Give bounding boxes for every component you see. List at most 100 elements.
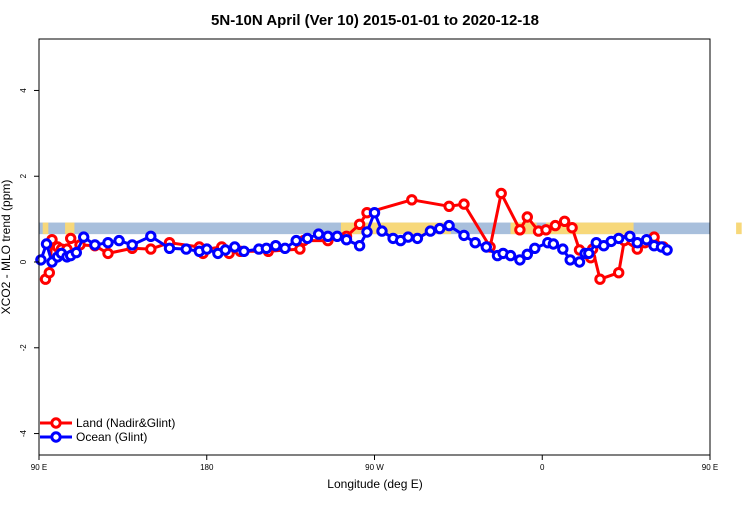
data-point-1-28: [312, 228, 325, 240]
data-point-1-1: [40, 238, 53, 250]
data-point-1-39: [411, 232, 424, 245]
data-point-0-9: [102, 247, 114, 260]
data-point-1-50: [521, 248, 533, 261]
data-point-1-54: [557, 243, 569, 255]
data-point-1-63: [624, 230, 636, 243]
data-point-1-68: [661, 244, 673, 256]
data-point-1-24: [270, 240, 282, 252]
data-point-0-26: [406, 194, 418, 206]
data-point-1-23: [260, 242, 273, 255]
data-point-0-37: [566, 222, 578, 234]
data-point-1-10: [102, 237, 114, 249]
y-axis-label: XCO2 - MLO trend (ppm): [0, 180, 13, 315]
data-point-0-28: [458, 198, 470, 210]
legend-label-land: Land (Nadir&Glint): [76, 416, 175, 430]
data-point-1-21: [238, 245, 250, 258]
series-line-0: [44, 191, 665, 281]
data-point-0-42: [613, 267, 625, 279]
x-tick-label-2: 90 W: [365, 463, 384, 472]
data-point-0-32: [521, 211, 533, 223]
band-land-2: [340, 222, 451, 235]
y-tick-label-2: 0: [19, 259, 28, 264]
band-land-0: [42, 222, 49, 235]
y-tick-label-4: 4: [19, 88, 28, 93]
data-point-0-11: [145, 243, 157, 255]
data-point-1-56: [573, 256, 586, 268]
data-point-0-41: [594, 273, 606, 285]
data-point-1-31: [340, 234, 353, 246]
data-point-0-30: [495, 187, 507, 200]
data-point-0-6: [65, 232, 77, 245]
data-point-1-8: [78, 231, 90, 243]
data-point-1-26: [290, 234, 302, 247]
data-point-1-34: [368, 207, 381, 219]
data-point-1-30: [331, 230, 343, 243]
data-point-1-29: [322, 230, 334, 243]
data-point-1-13: [145, 230, 157, 243]
chart-title: 5N-10N April (Ver 10) 2015-01-01 to 2020…: [211, 12, 539, 29]
data-point-1-51: [529, 242, 541, 255]
x-tick-label-3: 0: [540, 463, 545, 472]
data-point-1-12: [126, 239, 138, 251]
data-point-1-42: [443, 219, 455, 232]
data-point-0-31: [514, 224, 526, 236]
data-point-1-62: [613, 232, 625, 245]
axes-layer: 90 E 180 90 W 0 90 E -4 -2 0 2 4: [19, 38, 718, 472]
data-point-1-64: [631, 237, 643, 249]
x-tick-label-4: 90 E: [702, 463, 718, 472]
data-point-1-58: [583, 247, 595, 260]
band-land-1: [65, 222, 75, 235]
legend-label-ocean: Ocean (Glint): [76, 430, 147, 444]
data-point-1-48: [504, 249, 517, 262]
data-point-0-36: [558, 215, 571, 228]
series-line-1: [39, 211, 668, 264]
legend-item-land: Land (Nadir&Glint): [40, 416, 175, 430]
data-point-1-0: [35, 254, 47, 266]
y-tick-label-1: -2: [19, 344, 28, 352]
legend: Land (Nadir&Glint) Ocean (Glint): [40, 416, 175, 444]
data-point-1-53: [547, 238, 560, 250]
data-point-1-25: [279, 242, 291, 255]
uncertainty-band: [39, 222, 742, 235]
data-point-0-1: [43, 267, 55, 279]
legend-swatch-ocean-marker: [50, 431, 62, 443]
data-point-1-33: [361, 226, 373, 238]
series-layer: [35, 187, 673, 285]
data-point-1-15: [180, 243, 192, 255]
data-point-1-11: [113, 234, 125, 247]
x-axis-label: Longitude (deg E): [327, 477, 422, 491]
data-point-1-32: [353, 240, 366, 252]
data-point-1-38: [402, 231, 414, 243]
data-point-1-43: [458, 229, 470, 242]
data-point-0-34: [540, 224, 552, 236]
data-point-1-44: [469, 237, 481, 249]
data-point-1-45: [480, 241, 492, 253]
data-point-1-35: [376, 225, 388, 237]
data-point-0-27: [443, 200, 455, 213]
data-point-0-35: [549, 219, 561, 232]
data-point-1-19: [219, 244, 232, 256]
y-tick-label-0: -4: [19, 429, 28, 437]
legend-swatch-land-marker: [50, 417, 62, 429]
data-point-1-20: [229, 241, 241, 253]
data-point-1-65: [640, 234, 653, 246]
data-point-1-55: [564, 254, 576, 266]
data-point-1-27: [301, 232, 314, 245]
data-point-1-17: [201, 243, 213, 255]
data-point-1-14: [163, 242, 176, 255]
data-point-1-41: [434, 222, 446, 235]
x-tick-label-0: 90 E: [31, 463, 47, 472]
data-point-1-7: [70, 246, 83, 259]
data-point-1-49: [514, 254, 526, 266]
x-tick-label-1: 180: [200, 463, 214, 472]
y-tick-label-3: 2: [19, 173, 28, 178]
data-point-0-24: [353, 218, 366, 231]
band-land-4: [545, 222, 634, 235]
band-land-5: [736, 222, 742, 235]
legend-item-ocean: Ocean (Glint): [40, 430, 147, 444]
data-point-1-40: [424, 225, 437, 237]
data-point-1-9: [89, 239, 101, 251]
plot-frame: [38, 38, 711, 456]
